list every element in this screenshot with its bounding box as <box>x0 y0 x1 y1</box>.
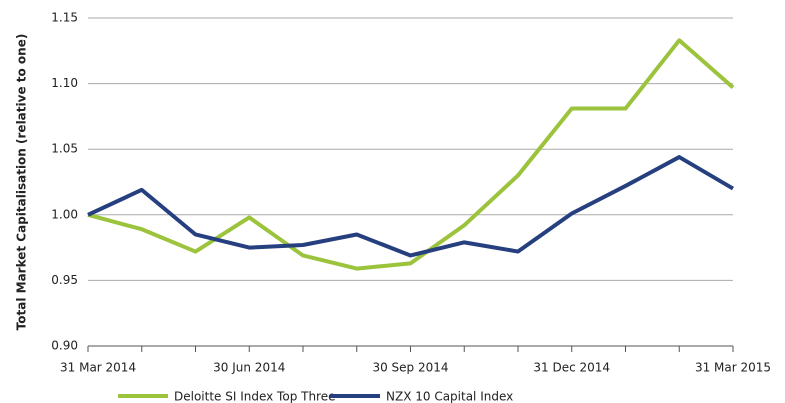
y-tick-label: 1.05 <box>51 142 78 156</box>
y-tick-label: 0.95 <box>51 273 78 287</box>
y-tick-label: 1.00 <box>51 207 78 221</box>
y-tick-label: 1.10 <box>51 76 78 90</box>
series-line <box>87 38 735 271</box>
x-tick-label: 31 Mar 2015 <box>695 361 771 375</box>
x-tick-label: 31 Dec 2014 <box>533 361 610 375</box>
series-line <box>87 155 735 258</box>
y-tick-label: 0.90 <box>51 339 78 353</box>
y-axis-label: Total Market Capitalisation (relative to… <box>15 34 29 331</box>
legend-label: Deloitte SI Index Top Three <box>174 390 336 403</box>
legend-label: NZX 10 Capital Index <box>386 390 513 403</box>
x-tick-label: 30 Jun 2014 <box>213 361 285 375</box>
x-tick-label: 30 Sep 2014 <box>372 361 448 375</box>
y-tick-label: 1.15 <box>51 11 78 25</box>
x-tick-label: 31 Mar 2014 <box>60 361 136 375</box>
